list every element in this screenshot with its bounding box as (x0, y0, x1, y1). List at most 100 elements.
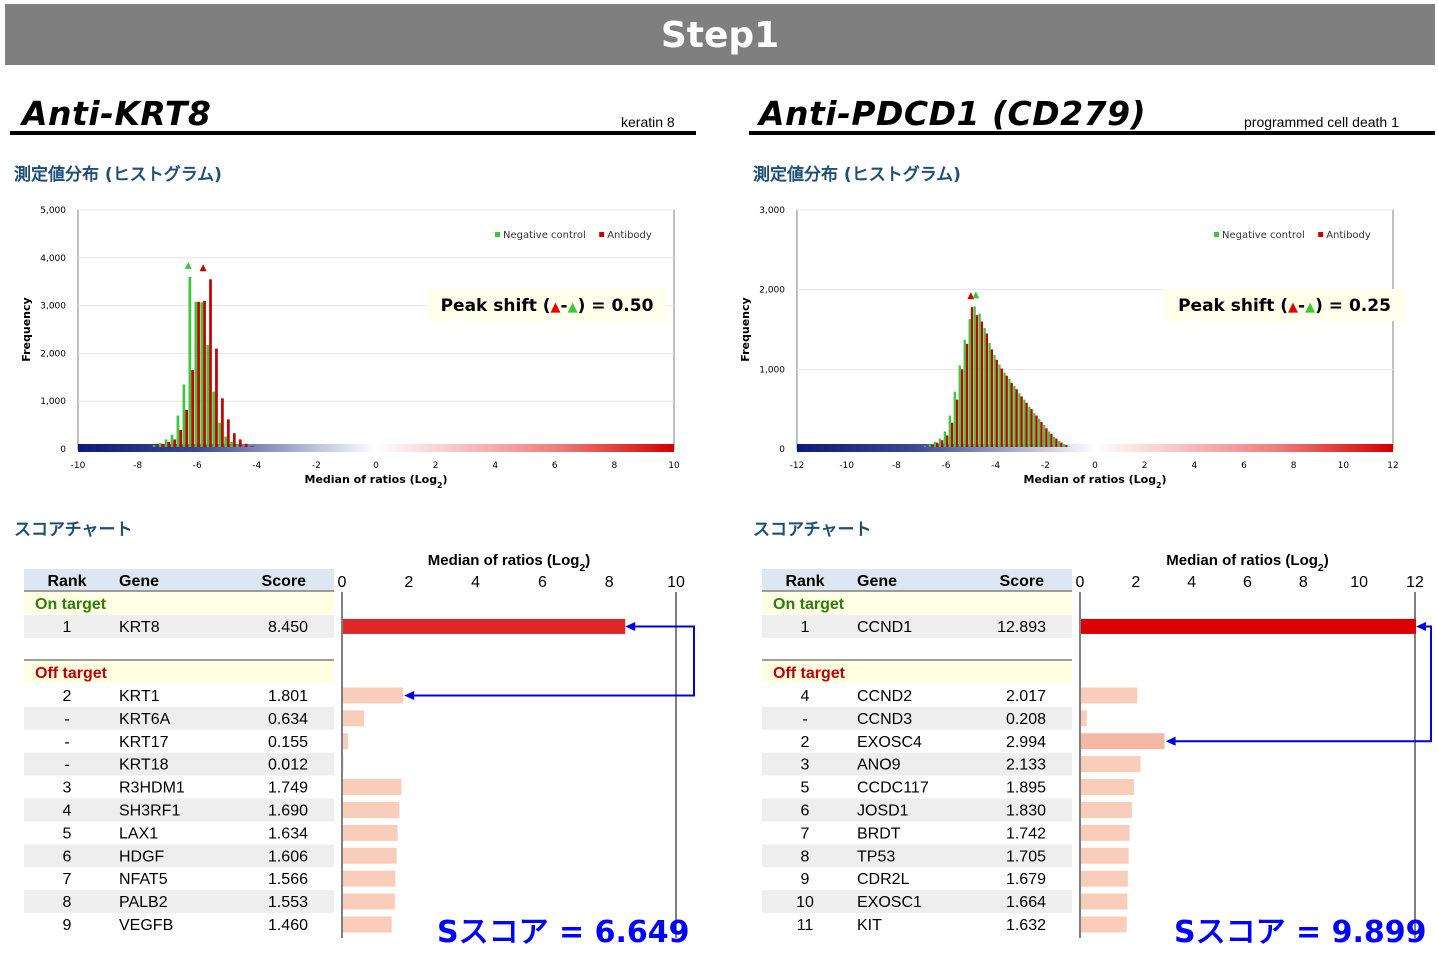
score-bar (1081, 710, 1087, 727)
histogram-bar (158, 443, 162, 447)
histogram-bar (173, 439, 177, 447)
histogram-bar (931, 445, 934, 447)
score-axis-title: Median of ratios (Log2) (428, 552, 591, 574)
histogram-bar (1043, 425, 1046, 447)
cell-score: 1.566 (268, 871, 308, 888)
cell-rank: 1 (63, 619, 72, 636)
panel-subtitle: programmed cell death 1 (1244, 114, 1399, 130)
x-tick-label: -2 (1041, 461, 1050, 471)
cell-rank: 7 (801, 825, 810, 842)
s-score: Sスコア = 6.649 (437, 915, 690, 950)
cell-gene: KRT8 (119, 619, 160, 636)
histogram-bar (244, 443, 248, 447)
cell-rank: 8 (801, 848, 810, 865)
histogram-bar (985, 333, 989, 447)
on-target-band (762, 592, 1072, 614)
x-tick-label: -6 (193, 461, 202, 471)
x-tick-label: -8 (133, 461, 142, 471)
histogram-bar (200, 302, 204, 447)
off-target-band (24, 661, 334, 683)
peak-marker-triangle (972, 291, 980, 299)
peak-shift-label: Peak shift (▲-▲) = 0.50 (441, 296, 654, 316)
histogram-bar (941, 440, 944, 447)
histogram-bar (946, 435, 949, 447)
histogram-bar (990, 349, 993, 447)
score-bar (1081, 801, 1133, 818)
histogram-bar (1023, 399, 1026, 447)
x-tick-label: 2 (433, 461, 439, 471)
histogram-bar (236, 445, 239, 447)
histogram-bar (950, 422, 954, 447)
x-tick-label: 4 (1191, 461, 1197, 471)
score-bar (1081, 824, 1130, 841)
table-row-bg (762, 752, 1072, 776)
cell-score: 1.742 (1006, 825, 1046, 842)
table-row-bg (24, 844, 334, 868)
histogram-bar (936, 442, 939, 447)
legend-label: Antibody (607, 230, 652, 241)
histogram-bar (1052, 437, 1056, 447)
cell-score: 1.705 (1006, 848, 1046, 865)
histogram-bar (170, 434, 174, 447)
score-bar (343, 916, 392, 933)
cell-score: 0.012 (268, 757, 308, 774)
histogram-bar (203, 300, 206, 447)
cell-score: 1.895 (1006, 780, 1046, 797)
y-tick-label: 5,000 (40, 206, 66, 216)
cell-rank: 10 (796, 894, 814, 911)
cell-rank: 8 (63, 894, 72, 911)
histogram-bar (167, 441, 171, 447)
score-tick-label: 4 (1187, 574, 1196, 591)
cell-gene: BRDT (857, 825, 901, 842)
legend-swatch (1214, 232, 1219, 237)
x-tick-label: -4 (252, 461, 261, 471)
peak-shift-box (428, 289, 666, 321)
cell-rank: 11 (797, 917, 814, 934)
score-tick-label: 4 (471, 574, 480, 591)
score-tick-label: 8 (605, 574, 614, 591)
cell-score: 1.801 (268, 688, 308, 705)
histogram-bar (1048, 431, 1051, 447)
panel-subtitle: keratin 8 (621, 114, 675, 130)
legend-swatch (1318, 232, 1324, 237)
histogram-bar (1003, 372, 1006, 447)
histogram-bar (998, 364, 1001, 447)
cell-gene: KRT6A (119, 711, 171, 728)
score-bar (343, 733, 349, 750)
x-tick-label: -2 (312, 461, 321, 471)
score-tick-label: 10 (667, 574, 685, 591)
off-target-label: Off target (773, 665, 846, 682)
cell-rank: 4 (63, 803, 72, 820)
on-target-band (24, 592, 334, 614)
score-bar (1081, 893, 1128, 910)
histogram-bar (218, 422, 222, 447)
header-rank: Rank (785, 573, 824, 590)
on-target-label: On target (773, 596, 845, 613)
axis-gradient-band (78, 444, 674, 452)
histogram-bar (978, 313, 981, 447)
score-bar (343, 618, 626, 634)
histogram-bar (1018, 393, 1021, 447)
table-row-bg (762, 706, 1072, 730)
x-tick-label: 6 (1241, 461, 1247, 471)
legend-swatch (495, 232, 500, 237)
histogram-bar (1013, 386, 1016, 447)
histogram-bar (963, 339, 966, 447)
peak-marker-triangle (967, 292, 975, 300)
cell-score: 0.155 (268, 734, 308, 751)
histogram-bar (1015, 389, 1018, 447)
table-row-bg (762, 890, 1072, 913)
header-rank: Rank (47, 573, 86, 590)
table-row-bg (24, 615, 334, 638)
histogram-chart: 0 1,000 2,000 3,000 4,000 5,000 -10 -8 -6 -4 -2 0 2 4… (20, 206, 680, 490)
cell-rank: 5 (63, 825, 72, 842)
y-tick-label: 0 (779, 445, 785, 455)
score-tick-label: 8 (1299, 574, 1308, 591)
cell-rank: - (64, 711, 69, 728)
y-axis-title: Frequency (739, 297, 752, 361)
score-tick-label: 10 (1350, 574, 1368, 591)
cell-rank: 3 (801, 757, 810, 774)
histogram-bar (221, 398, 224, 447)
panel-title: Anti-KRT8 (22, 94, 212, 133)
